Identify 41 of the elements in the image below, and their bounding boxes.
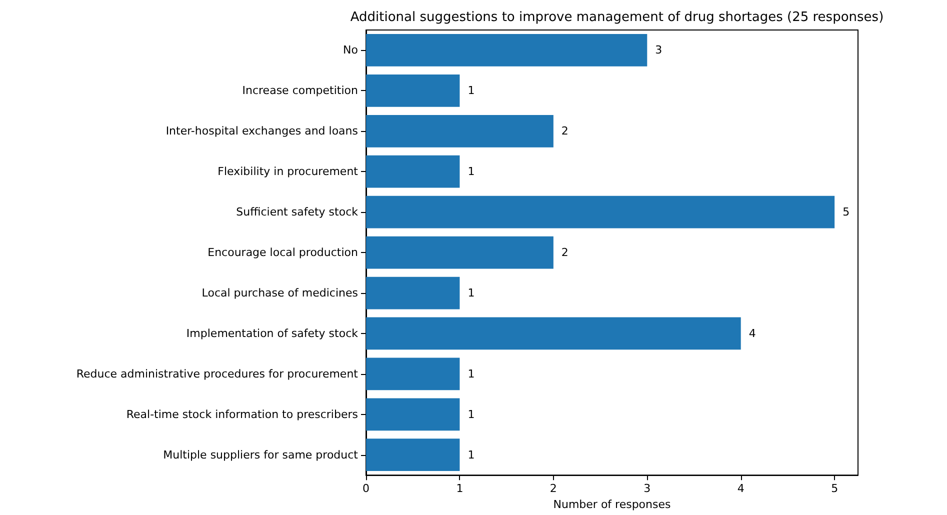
y-tick-label: Flexibility in procurement: [218, 165, 359, 178]
x-tick-label: 2: [550, 482, 557, 496]
bar: [366, 114, 554, 148]
bar: [366, 74, 460, 107]
data-label: 2: [561, 124, 568, 138]
y-tick-label: Local purchase of medicines: [202, 286, 358, 300]
bar: [366, 358, 460, 390]
bar: [366, 155, 460, 188]
bar: [366, 317, 741, 350]
y-tick-label: Real-time stock information to prescribers: [126, 408, 358, 421]
bar: [366, 398, 460, 431]
data-label: 1: [468, 367, 475, 380]
data-label: 1: [468, 165, 475, 178]
y-tick-label: Inter-hospital exchanges and loans: [166, 124, 358, 138]
x-tick-label: 5: [831, 482, 838, 496]
data-label: 2: [561, 246, 568, 260]
data-label: 3: [655, 44, 662, 57]
bar: [366, 276, 460, 310]
bar: [366, 438, 460, 472]
y-tick-label: Encourage local production: [208, 246, 358, 260]
data-label: 1: [468, 448, 475, 462]
data-label: 4: [748, 326, 756, 340]
bar: [366, 196, 835, 228]
bar: [366, 34, 648, 66]
x-tick-label: 0: [362, 482, 370, 496]
x-axis-title: Number of responses: [553, 498, 672, 511]
x-tick-label: 1: [456, 482, 464, 496]
x-tick-label: 4: [737, 482, 744, 496]
data-label: 1: [468, 84, 475, 98]
x-tick-label: 3: [644, 482, 651, 496]
data-label: 1: [468, 286, 475, 300]
chart-title: Additional suggestions to improve management of drug shortages (25 responses): [350, 10, 884, 25]
data-label: 1: [468, 408, 475, 421]
y-tick-label: Reduce administrative procedures for procurement: [76, 367, 359, 380]
y-tick-label: No: [343, 44, 358, 57]
y-tick-label: Increase competition: [242, 84, 358, 98]
y-tick-label: Sufficient safety stock: [236, 206, 359, 219]
bar: [366, 236, 554, 269]
y-tick-label: Multiple suppliers for same product: [163, 448, 359, 462]
y-tick-label: Implementation of safety stock: [186, 326, 359, 340]
data-label: 5: [842, 206, 850, 219]
